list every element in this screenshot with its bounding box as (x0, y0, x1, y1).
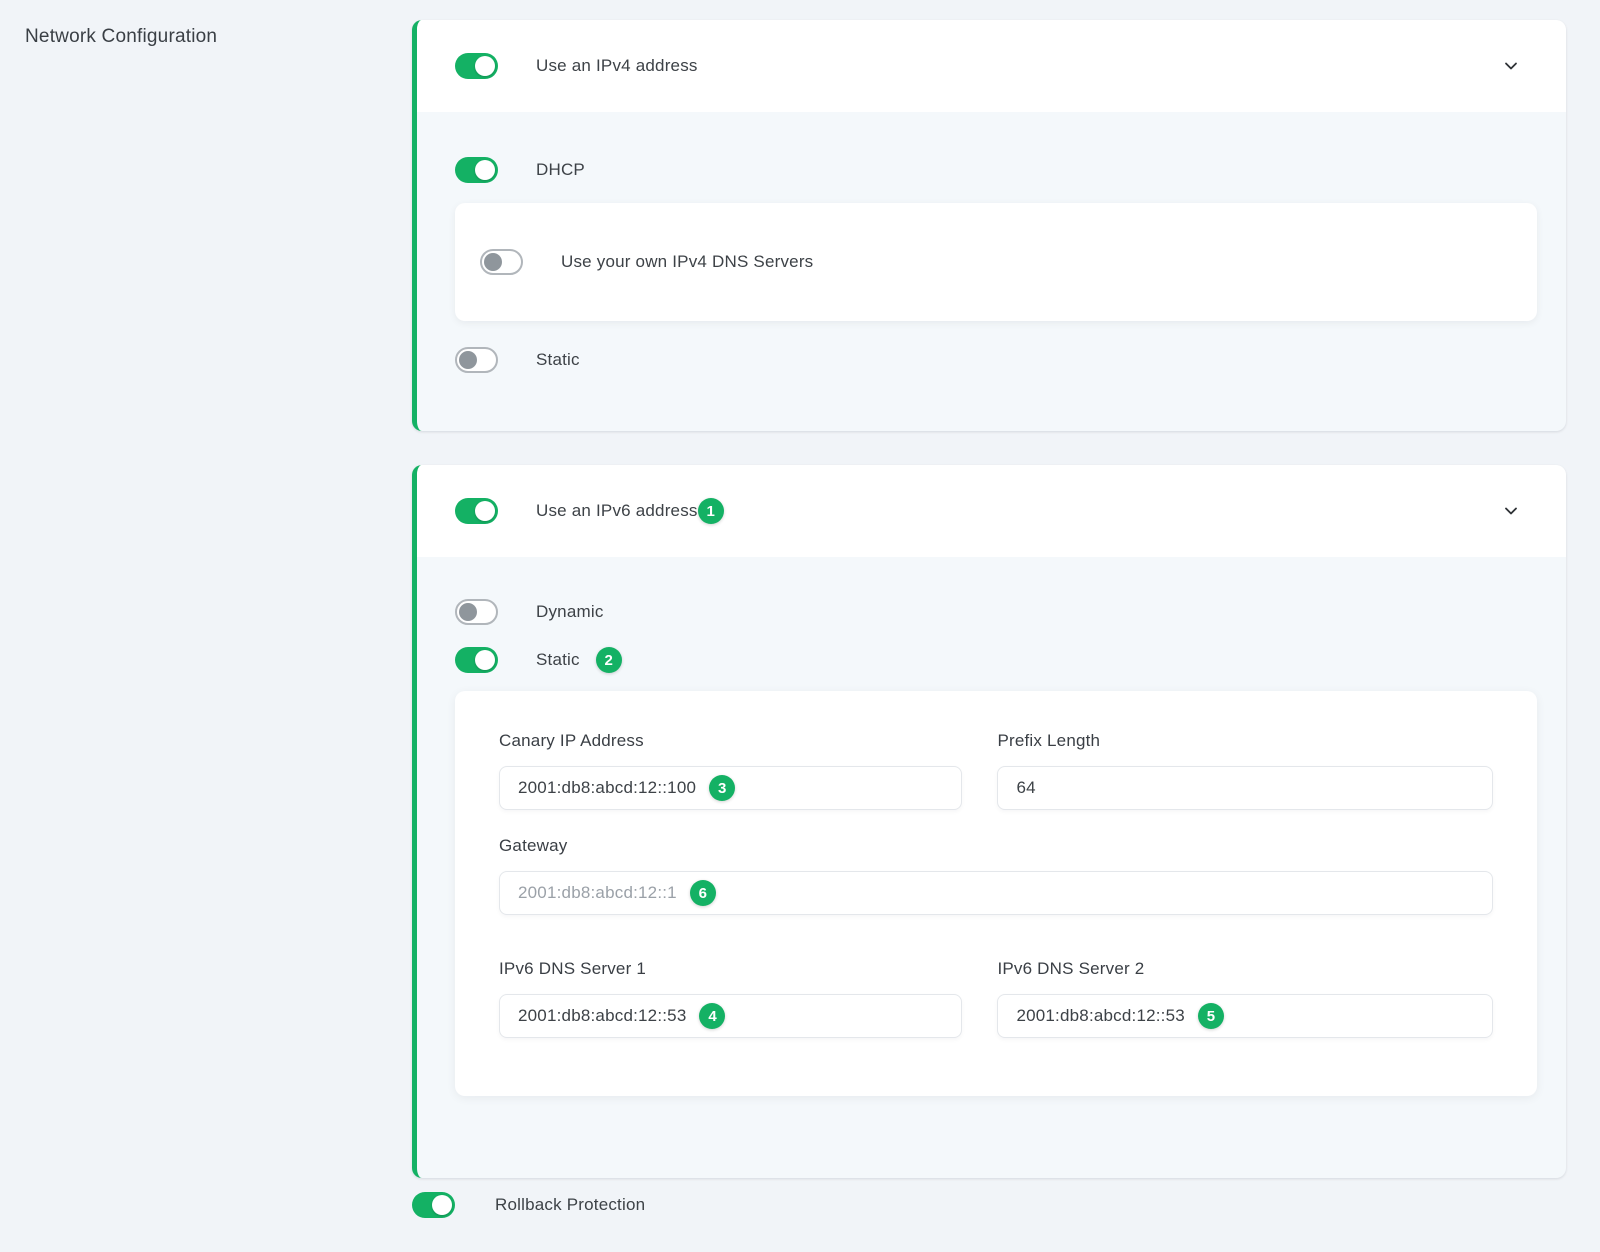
ipv6-dynamic-row: Dynamic (455, 599, 1537, 625)
gateway-input[interactable]: 2001:db8:abcd:12::1 6 (499, 871, 1493, 915)
dns2-value: 2001:db8:abcd:12::53 (1016, 1006, 1185, 1025)
ipv6-header-label: Use an IPv6 address (536, 501, 698, 520)
prefix-length-label: Prefix Length (997, 731, 1101, 750)
ipv6-enable-toggle[interactable] (455, 498, 498, 524)
form-row-ip-prefix: Canary IP Address 2001:db8:abcd:12::100 … (499, 731, 1493, 810)
page-title: Network Configuration (25, 26, 218, 47)
ipv6-collapse-button[interactable] (1502, 502, 1520, 520)
toggle-knob (475, 56, 495, 76)
dns2-label: IPv6 DNS Server 2 (997, 959, 1145, 978)
toggle-knob (475, 650, 495, 670)
toggle-knob (459, 603, 477, 621)
ipv6-dynamic-label: Dynamic (536, 602, 604, 621)
toggle-knob (475, 160, 495, 180)
canary-ip-value: 2001:db8:abcd:12::100 (518, 778, 697, 797)
ipv4-header-label: Use an IPv4 address (536, 56, 698, 75)
prefix-length-input[interactable]: 64 (997, 766, 1493, 810)
dhcp-toggle[interactable] (455, 157, 498, 183)
prefix-length-value: 64 (1016, 778, 1036, 797)
ipv4-enable-toggle[interactable] (455, 53, 498, 79)
dns2-input[interactable]: 2001:db8:abcd:12::53 5 (997, 994, 1493, 1038)
ipv6-card-header: Use an IPv6 address 1 (417, 465, 1566, 557)
ipv6-static-label: Static (536, 650, 580, 669)
ipv4-static-row: Static (455, 347, 1537, 373)
canary-ip-label: Canary IP Address (499, 731, 644, 750)
form-row-dns: IPv6 DNS Server 1 2001:db8:abcd:12::53 4… (499, 959, 1493, 1038)
chevron-down-icon (1505, 62, 1517, 70)
ipv4-static-label: Static (536, 350, 580, 369)
dns1-value: 2001:db8:abcd:12::53 (518, 1006, 687, 1025)
dhcp-row: DHCP (455, 157, 1537, 183)
prefix-length-field-group: Prefix Length 64 (997, 731, 1493, 810)
ipv4-collapse-button[interactable] (1502, 57, 1520, 75)
ipv4-card-header: Use an IPv4 address (417, 20, 1566, 112)
settings-content-column: Use an IPv4 address DHCP Use your own IP (412, 0, 1566, 1252)
dhcp-label: DHCP (536, 160, 585, 179)
step-badge-1: 1 (697, 498, 724, 524)
gateway-label: Gateway (499, 836, 568, 855)
ipv6-card: Use an IPv6 address 1 Dynamic Static (412, 465, 1566, 1178)
ipv6-static-row: Static 2 (455, 647, 1537, 673)
own-dns-subcard: Use your own IPv4 DNS Servers (455, 203, 1537, 321)
step-badge-5: 5 (1197, 1003, 1224, 1029)
canary-ip-input[interactable]: 2001:db8:abcd:12::100 3 (499, 766, 963, 810)
ipv6-dynamic-toggle[interactable] (455, 599, 498, 625)
dns1-label: IPv6 DNS Server 1 (499, 959, 647, 978)
settings-section-label-column: Network Configuration (0, 0, 412, 1252)
step-badge-2: 2 (595, 647, 622, 673)
rollback-protection-toggle[interactable] (412, 1192, 455, 1218)
rollback-protection-label: Rollback Protection (495, 1195, 646, 1214)
own-dns-row: Use your own IPv4 DNS Servers (480, 249, 1537, 275)
toggle-knob (475, 501, 495, 521)
chevron-down-icon (1505, 507, 1517, 515)
dns2-field-group: IPv6 DNS Server 2 2001:db8:abcd:12::53 5 (997, 959, 1493, 1038)
canary-ip-field-group: Canary IP Address 2001:db8:abcd:12::100 … (499, 731, 963, 810)
toggle-knob (459, 351, 477, 369)
ipv4-card-body: DHCP Use your own IPv4 DNS Servers Stati… (417, 112, 1566, 431)
step-badge-6: 6 (689, 880, 716, 906)
own-dns-label: Use your own IPv4 DNS Servers (561, 252, 814, 271)
ipv6-static-form-card: Canary IP Address 2001:db8:abcd:12::100 … (455, 691, 1537, 1096)
dns1-field-group: IPv6 DNS Server 1 2001:db8:abcd:12::53 4 (499, 959, 963, 1038)
toggle-knob (432, 1195, 452, 1215)
ipv4-card: Use an IPv4 address DHCP Use your own IP (412, 20, 1566, 431)
step-badge-3: 3 (709, 775, 736, 801)
gateway-field-group: Gateway 2001:db8:abcd:12::1 6 (499, 836, 1493, 915)
own-dns-toggle[interactable] (480, 249, 523, 275)
gateway-placeholder: 2001:db8:abcd:12::1 (518, 883, 677, 902)
step-badge-4: 4 (699, 1003, 726, 1029)
ipv4-static-toggle[interactable] (455, 347, 498, 373)
ipv6-card-body: Dynamic Static 2 Canary IP Address 2001:… (417, 557, 1566, 1178)
dns1-input[interactable]: 2001:db8:abcd:12::53 4 (499, 994, 963, 1038)
rollback-protection-row: Rollback Protection (412, 1192, 1566, 1218)
ipv6-static-toggle[interactable] (455, 647, 498, 673)
toggle-knob (484, 253, 502, 271)
